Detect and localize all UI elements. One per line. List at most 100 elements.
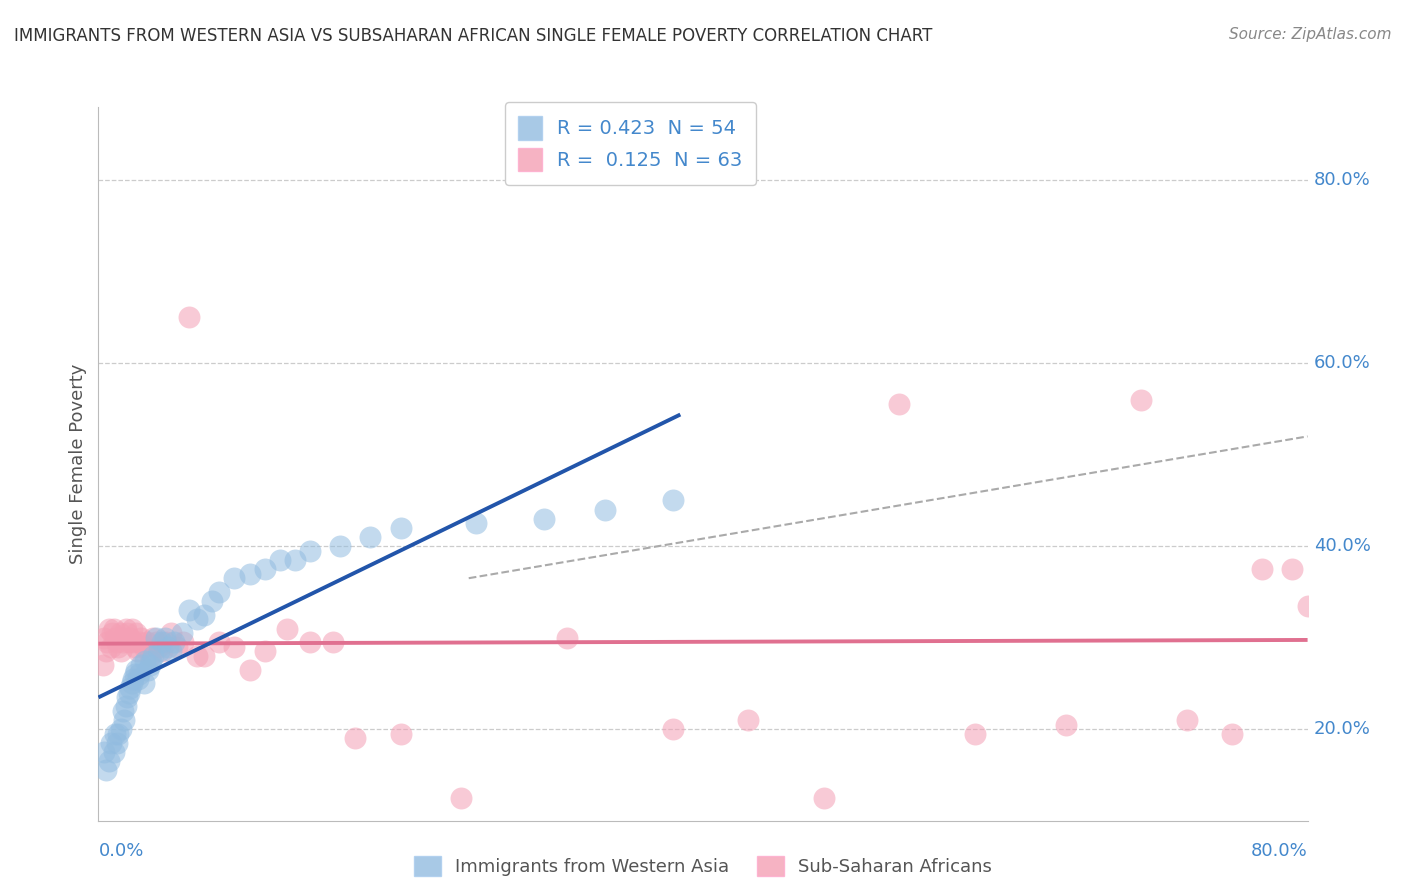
Point <box>108 626 131 640</box>
Point <box>1281 562 1303 576</box>
Point <box>239 566 262 581</box>
Point <box>120 681 142 695</box>
Point <box>120 631 142 645</box>
Point <box>142 631 165 645</box>
Point <box>105 736 128 750</box>
Point <box>284 553 307 567</box>
Point <box>132 640 155 654</box>
Point <box>160 626 183 640</box>
Point <box>115 626 138 640</box>
Point <box>96 635 118 649</box>
Text: 80.0%: 80.0% <box>1313 171 1371 189</box>
Point <box>269 553 291 567</box>
Point <box>208 585 231 599</box>
Point <box>93 745 115 759</box>
Point <box>110 722 132 736</box>
Point <box>141 654 163 668</box>
Point <box>186 648 208 663</box>
Point <box>166 640 188 654</box>
Point <box>125 626 148 640</box>
Point <box>737 713 759 727</box>
Point <box>110 644 132 658</box>
Point <box>103 745 125 759</box>
Point <box>1251 562 1274 576</box>
Point <box>163 635 186 649</box>
Point <box>533 512 555 526</box>
Text: 40.0%: 40.0% <box>1313 537 1371 555</box>
Point <box>111 704 134 718</box>
Text: 60.0%: 60.0% <box>1313 354 1371 372</box>
Point <box>139 658 162 673</box>
Point <box>193 648 215 663</box>
Point <box>661 493 683 508</box>
Point <box>115 690 138 705</box>
Point <box>299 543 322 558</box>
Point <box>127 672 149 686</box>
Point <box>224 640 246 654</box>
Point <box>122 635 145 649</box>
Point <box>389 727 412 741</box>
Point <box>322 635 344 649</box>
Point <box>104 631 127 645</box>
Point <box>153 631 176 645</box>
Point <box>129 658 152 673</box>
Point <box>142 648 165 663</box>
Point <box>112 631 135 645</box>
Point <box>661 722 683 736</box>
Point <box>360 530 382 544</box>
Point <box>172 635 194 649</box>
Point <box>121 676 143 690</box>
Point <box>135 635 157 649</box>
Point <box>344 731 367 746</box>
Point <box>208 635 231 649</box>
Point <box>114 622 136 636</box>
Point <box>177 310 201 325</box>
Point <box>1175 713 1198 727</box>
Point <box>239 663 262 677</box>
Point <box>98 622 121 636</box>
Point <box>329 539 352 553</box>
Point <box>150 644 173 658</box>
Point <box>150 635 173 649</box>
Point <box>107 640 129 654</box>
Point <box>121 622 143 636</box>
Point <box>253 644 276 658</box>
Text: 20.0%: 20.0% <box>1313 720 1371 739</box>
Point <box>593 502 616 516</box>
Point <box>105 635 128 649</box>
Y-axis label: Single Female Poverty: Single Female Poverty <box>69 364 87 564</box>
Point <box>93 631 115 645</box>
Point <box>170 626 193 640</box>
Point <box>91 658 114 673</box>
Point <box>114 699 136 714</box>
Point <box>160 644 183 658</box>
Point <box>465 516 488 531</box>
Point <box>193 607 215 622</box>
Point <box>1054 717 1077 731</box>
Point <box>122 672 145 686</box>
Point <box>156 640 179 654</box>
Point <box>224 571 246 585</box>
Point <box>155 635 177 649</box>
Point <box>128 667 150 681</box>
Point <box>127 644 149 658</box>
Point <box>134 654 156 668</box>
Point <box>450 790 472 805</box>
Point <box>145 631 167 645</box>
Point <box>98 754 121 768</box>
Text: Source: ZipAtlas.com: Source: ZipAtlas.com <box>1229 27 1392 42</box>
Point <box>139 648 162 663</box>
Point <box>389 521 412 535</box>
Point <box>965 727 987 741</box>
Point <box>1296 599 1319 613</box>
Point <box>101 626 124 640</box>
Point <box>276 622 298 636</box>
Point <box>118 635 141 649</box>
Point <box>104 727 127 741</box>
Legend: Immigrants from Western Asia, Sub-Saharan Africans: Immigrants from Western Asia, Sub-Sahara… <box>406 848 1000 883</box>
Point <box>186 612 208 626</box>
Point <box>103 622 125 636</box>
Point <box>129 631 152 645</box>
Text: 80.0%: 80.0% <box>1251 842 1308 860</box>
Point <box>111 635 134 649</box>
